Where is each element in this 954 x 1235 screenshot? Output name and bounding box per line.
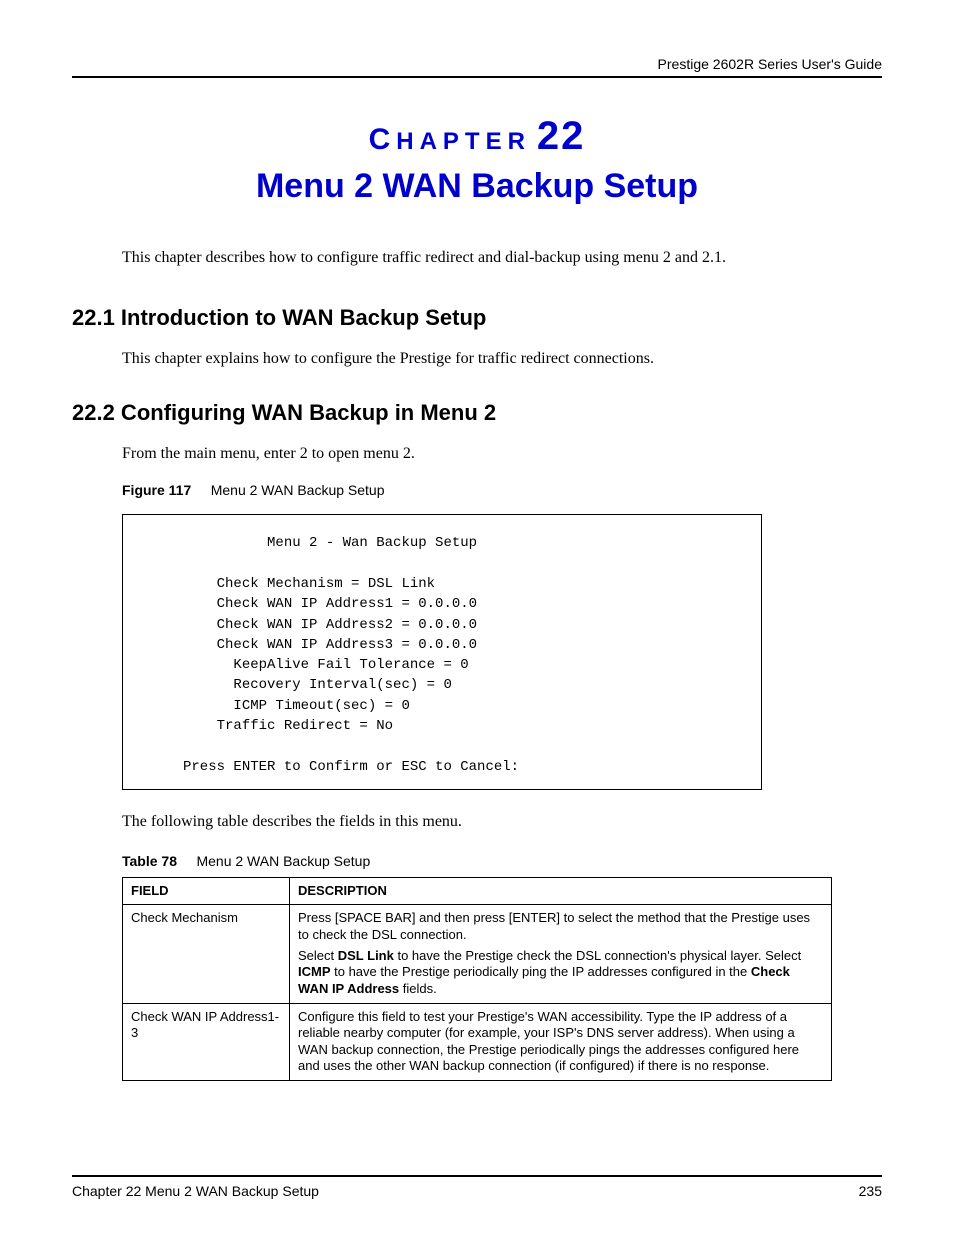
page: Prestige 2602R Series User's Guide CHAPT…	[0, 0, 954, 1235]
table-caption-text: Menu 2 WAN Backup Setup	[196, 853, 370, 869]
footer-left: Chapter 22 Menu 2 WAN Backup Setup	[72, 1183, 319, 1199]
desc-text: fields.	[399, 981, 437, 996]
figure-caption-text: Menu 2 WAN Backup Setup	[211, 482, 385, 498]
section-22-2-body: From the main menu, enter 2 to open menu…	[122, 444, 882, 465]
section-22-1-body: This chapter explains how to configure t…	[122, 349, 882, 370]
cell-field: Check Mechanism	[123, 905, 290, 1003]
page-header: Prestige 2602R Series User's Guide	[72, 56, 882, 78]
cell-description: Configure this field to test your Presti…	[290, 1003, 832, 1081]
chapter-label: CHAPTER22	[72, 114, 882, 159]
chapter-title: Menu 2 WAN Backup Setup	[72, 167, 882, 206]
desc-paragraph: Press [SPACE BAR] and then press [ENTER]…	[298, 910, 823, 943]
col-header-description: DESCRIPTION	[290, 877, 832, 905]
table-row: Check WAN IP Address1-3 Configure this f…	[123, 1003, 832, 1081]
section-22-1-heading: 22.1 Introduction to WAN Backup Setup	[72, 305, 882, 331]
section-22-2-heading: 22.2 Configuring WAN Backup in Menu 2	[72, 400, 882, 426]
table-label: Table 78	[122, 853, 177, 869]
desc-text: to have the Prestige check the DSL conne…	[394, 948, 801, 963]
table-row: Check Mechanism Press [SPACE BAR] and th…	[123, 905, 832, 1003]
fields-table: FIELD DESCRIPTION Check Mechanism Press …	[122, 877, 832, 1081]
desc-paragraph: Configure this field to test your Presti…	[298, 1009, 823, 1076]
desc-text: to have the Prestige periodically ping t…	[331, 964, 751, 979]
table-caption: Table 78 Menu 2 WAN Backup Setup	[122, 853, 882, 869]
table-intro: The following table describes the fields…	[122, 812, 882, 833]
chapter-number: 22	[537, 114, 586, 158]
figure-label: Figure 117	[122, 482, 191, 498]
cell-field: Check WAN IP Address1-3	[123, 1003, 290, 1081]
chapter-word-rest: HAPTER	[396, 128, 531, 155]
desc-text: Select	[298, 948, 338, 963]
guide-title: Prestige 2602R Series User's Guide	[72, 56, 882, 72]
desc-paragraph: Select DSL Link to have the Prestige che…	[298, 948, 823, 998]
footer-page-number: 235	[859, 1183, 882, 1199]
terminal-output: Menu 2 - Wan Backup Setup Check Mechanis…	[122, 514, 762, 790]
col-header-field: FIELD	[123, 877, 290, 905]
desc-bold: ICMP	[298, 964, 331, 979]
desc-bold: DSL Link	[338, 948, 394, 963]
page-footer: Chapter 22 Menu 2 WAN Backup Setup 235	[72, 1175, 882, 1199]
table-header-row: FIELD DESCRIPTION	[123, 877, 832, 905]
chapter-word-first: C	[369, 123, 397, 156]
cell-description: Press [SPACE BAR] and then press [ENTER]…	[290, 905, 832, 1003]
chapter-intro: This chapter describes how to configure …	[122, 248, 882, 269]
figure-caption: Figure 117 Menu 2 WAN Backup Setup	[122, 482, 882, 498]
